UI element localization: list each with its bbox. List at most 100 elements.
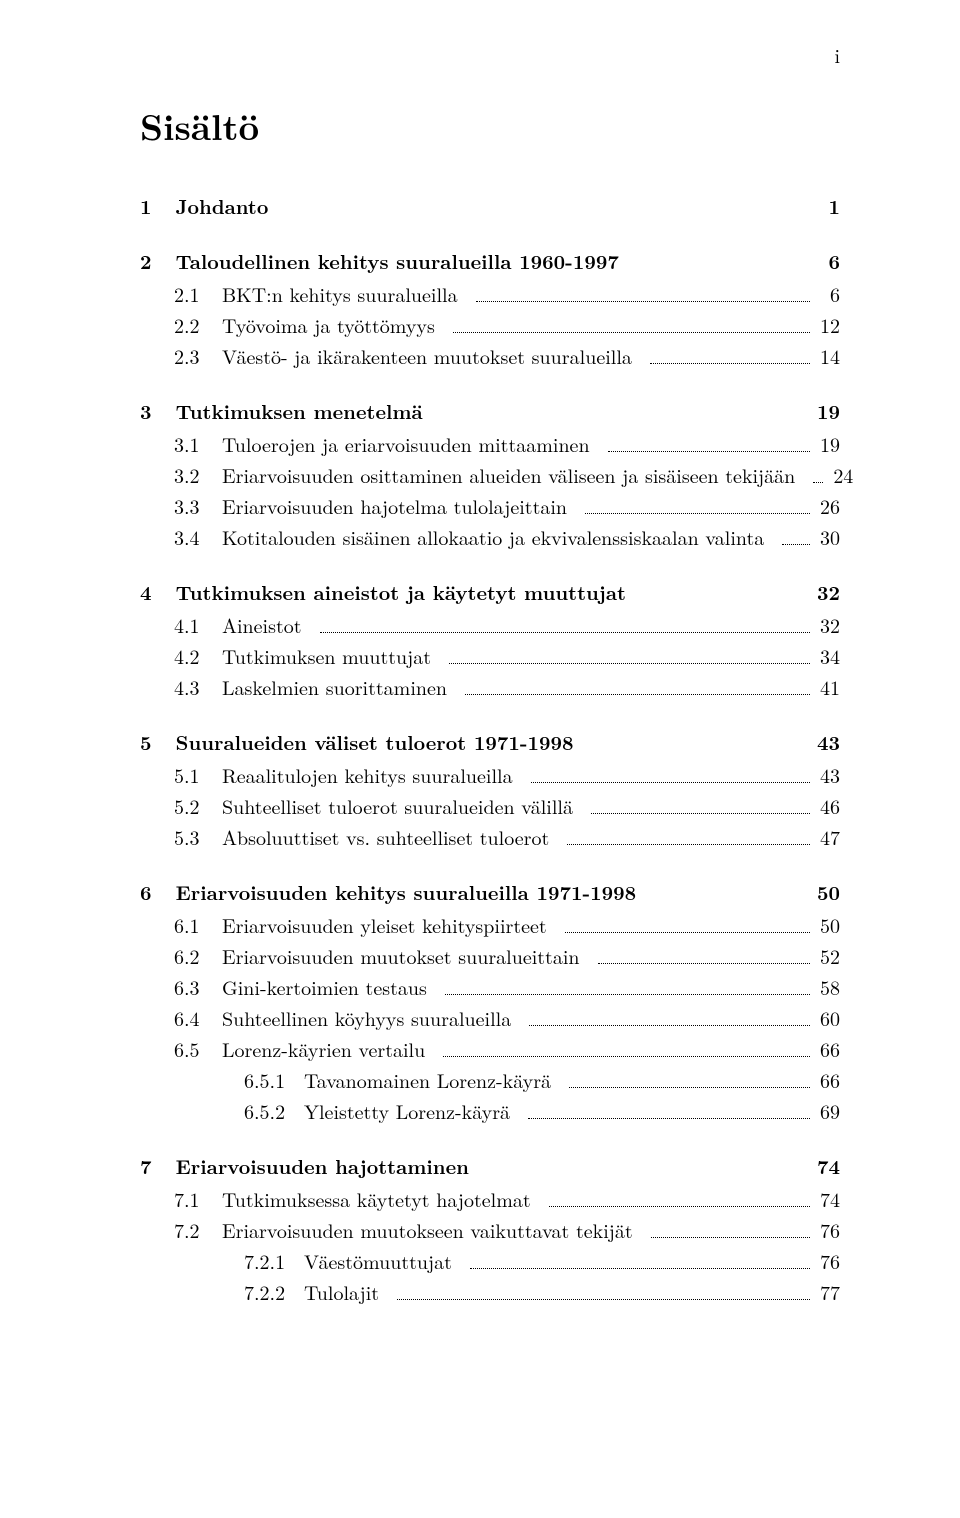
toc-subsection: 7.2.2Tulolajit 77 bbox=[140, 1277, 840, 1306]
section-page: 52 bbox=[814, 941, 840, 970]
section-page: 26 bbox=[814, 491, 840, 520]
toc-chapter: 6 Eriarvoisuuden kehitys suuralueilla 19… bbox=[140, 877, 840, 906]
section-title: Eriarvoisuuden hajotelma tulolajeittain bbox=[222, 491, 577, 520]
section-title: Reaalitulojen kehitys suuralueilla bbox=[222, 760, 523, 789]
toc-section: 5.1Reaalitulojen kehitys suuralueilla 43 bbox=[140, 760, 840, 789]
chapter-page: 50 bbox=[817, 877, 840, 906]
toc-chapter: 4 Tutkimuksen aineistot ja käytetyt muut… bbox=[140, 577, 840, 606]
toc-chapter: 2 Taloudellinen kehitys suuralueilla 196… bbox=[140, 246, 840, 275]
chapter-page: 6 bbox=[829, 246, 841, 275]
chapter-page: 19 bbox=[817, 396, 840, 425]
section-number: 7.1 bbox=[174, 1184, 222, 1213]
dot-leader bbox=[549, 1192, 810, 1207]
section-number: 4.2 bbox=[174, 641, 222, 670]
toc-section: 3.4Kotitalouden sisäinen allokaatio ja e… bbox=[140, 522, 840, 551]
toc-section: 4.1Aineistot 32 bbox=[140, 610, 840, 639]
dot-leader bbox=[567, 830, 810, 845]
chapter-title: Eriarvoisuuden kehitys suuralueilla 1971… bbox=[168, 877, 636, 906]
section-page: 30 bbox=[814, 522, 840, 551]
section-title: Eriarvoisuuden yleiset kehityspiirteet bbox=[222, 910, 557, 939]
section-page: 60 bbox=[814, 1003, 840, 1032]
toc-subsection: 6.5.1Tavanomainen Lorenz-käyrä 66 bbox=[140, 1065, 840, 1094]
dot-leader bbox=[651, 1223, 810, 1238]
section-title: Lorenz-käyrien vertailu bbox=[222, 1034, 435, 1063]
section-title: Eriarvoisuuden muutokseen vaikuttavat te… bbox=[222, 1215, 643, 1244]
section-title: Tuloerojen ja eriarvoisuuden mittaaminen bbox=[222, 429, 600, 458]
section-number: 6.5.2 bbox=[244, 1096, 304, 1125]
dot-leader bbox=[813, 468, 823, 483]
section-number: 4.3 bbox=[174, 672, 222, 701]
toc-chapter: 7 Eriarvoisuuden hajottaminen74 bbox=[140, 1151, 840, 1180]
section-number: 3.4 bbox=[174, 522, 222, 551]
dot-leader bbox=[598, 949, 810, 964]
section-number: 3.3 bbox=[174, 491, 222, 520]
section-number: 5.1 bbox=[174, 760, 222, 789]
section-number: 6.4 bbox=[174, 1003, 222, 1032]
chapter-label: 3 Tutkimuksen menetelmä bbox=[140, 396, 817, 425]
section-title: Laskelmien suorittaminen bbox=[222, 672, 457, 701]
toc-section: 2.1BKT:n kehitys suuralueilla 6 bbox=[140, 279, 840, 308]
dot-leader bbox=[528, 1104, 810, 1119]
dot-leader bbox=[585, 499, 810, 514]
section-number: 2.2 bbox=[174, 310, 222, 339]
section-number: 3.2 bbox=[174, 460, 222, 489]
section-title: Tulolajit bbox=[304, 1277, 389, 1306]
dot-leader bbox=[650, 349, 810, 364]
chapter-label: 5 Suuralueiden väliset tuloerot 1971-199… bbox=[140, 727, 817, 756]
chapter-number: 2 bbox=[140, 246, 168, 275]
chapter-title: Eriarvoisuuden hajottaminen bbox=[168, 1151, 469, 1180]
chapter-number: 6 bbox=[140, 877, 168, 906]
section-title: Työvoima ja työttömyys bbox=[222, 310, 445, 339]
section-page: 66 bbox=[814, 1034, 840, 1063]
chapter-number: 1 bbox=[140, 191, 168, 220]
section-title: Väestö- ja ikärakenteen muutokset suural… bbox=[222, 341, 642, 370]
section-page: 69 bbox=[814, 1096, 840, 1125]
toc-chapter: 3 Tutkimuksen menetelmä19 bbox=[140, 396, 840, 425]
dot-leader bbox=[465, 680, 810, 695]
toc-section: 3.3Eriarvoisuuden hajotelma tulolajeitta… bbox=[140, 491, 840, 520]
section-title: Väestömuuttujat bbox=[304, 1246, 462, 1275]
dot-leader bbox=[445, 980, 810, 995]
section-number: 3.1 bbox=[174, 429, 222, 458]
toc-chapter: 5 Suuralueiden väliset tuloerot 1971-199… bbox=[140, 727, 840, 756]
chapter-label: 1 Johdanto bbox=[140, 191, 829, 220]
section-title: Gini-kertoimien testaus bbox=[222, 972, 437, 1001]
chapter-number: 4 bbox=[140, 577, 168, 606]
toc-section: 5.2Suhteelliset tuloerot suuralueiden vä… bbox=[140, 791, 840, 820]
chapter-number: 5 bbox=[140, 727, 168, 756]
toc-section: 2.2Työvoima ja työttömyys 12 bbox=[140, 310, 840, 339]
section-page: 46 bbox=[814, 791, 840, 820]
section-page: 34 bbox=[814, 641, 840, 670]
section-title: Suhteellinen köyhyys suuralueilla bbox=[222, 1003, 521, 1032]
section-title: Aineistot bbox=[222, 610, 312, 639]
section-title: Eriarvoisuuden osittaminen alueiden väli… bbox=[222, 460, 805, 489]
toc-section: 4.2Tutkimuksen muuttujat 34 bbox=[140, 641, 840, 670]
section-page: 19 bbox=[814, 429, 840, 458]
section-page: 77 bbox=[814, 1277, 840, 1306]
chapter-page: 32 bbox=[817, 577, 840, 606]
section-number: 6.3 bbox=[174, 972, 222, 1001]
table-of-contents: 1 Johdanto12 Taloudellinen kehitys suura… bbox=[140, 191, 840, 1306]
toc-section: 6.4Suhteellinen köyhyys suuralueilla 60 bbox=[140, 1003, 840, 1032]
chapter-title: Tutkimuksen menetelmä bbox=[168, 396, 423, 425]
section-page: 32 bbox=[814, 610, 840, 639]
section-title: Tutkimuksessa käytetyt hajotelmat bbox=[222, 1184, 541, 1213]
section-title: Eriarvoisuuden muutokset suuralueittain bbox=[222, 941, 590, 970]
toc-section: 6.3Gini-kertoimien testaus 58 bbox=[140, 972, 840, 1001]
section-title: Tutkimuksen muuttujat bbox=[222, 641, 441, 670]
section-number: 2.1 bbox=[174, 279, 222, 308]
section-page: 41 bbox=[814, 672, 840, 701]
section-page: 76 bbox=[814, 1246, 840, 1275]
chapter-label: 6 Eriarvoisuuden kehitys suuralueilla 19… bbox=[140, 877, 817, 906]
section-title: Suhteelliset tuloerot suuralueiden välil… bbox=[222, 791, 583, 820]
toc-title: Sisältö bbox=[140, 99, 840, 151]
section-number: 6.1 bbox=[174, 910, 222, 939]
chapter-title: Johdanto bbox=[168, 191, 268, 220]
toc-section: 7.2Eriarvoisuuden muutokseen vaikuttavat… bbox=[140, 1215, 840, 1244]
dot-leader bbox=[531, 768, 810, 783]
chapter-page: 1 bbox=[829, 191, 841, 220]
section-title: Kotitalouden sisäinen allokaatio ja ekvi… bbox=[222, 522, 774, 551]
section-number: 6.5.1 bbox=[244, 1065, 304, 1094]
dot-leader bbox=[569, 1073, 810, 1088]
section-title: Absoluuttiset vs. suhteelliset tuloerot bbox=[222, 822, 559, 851]
